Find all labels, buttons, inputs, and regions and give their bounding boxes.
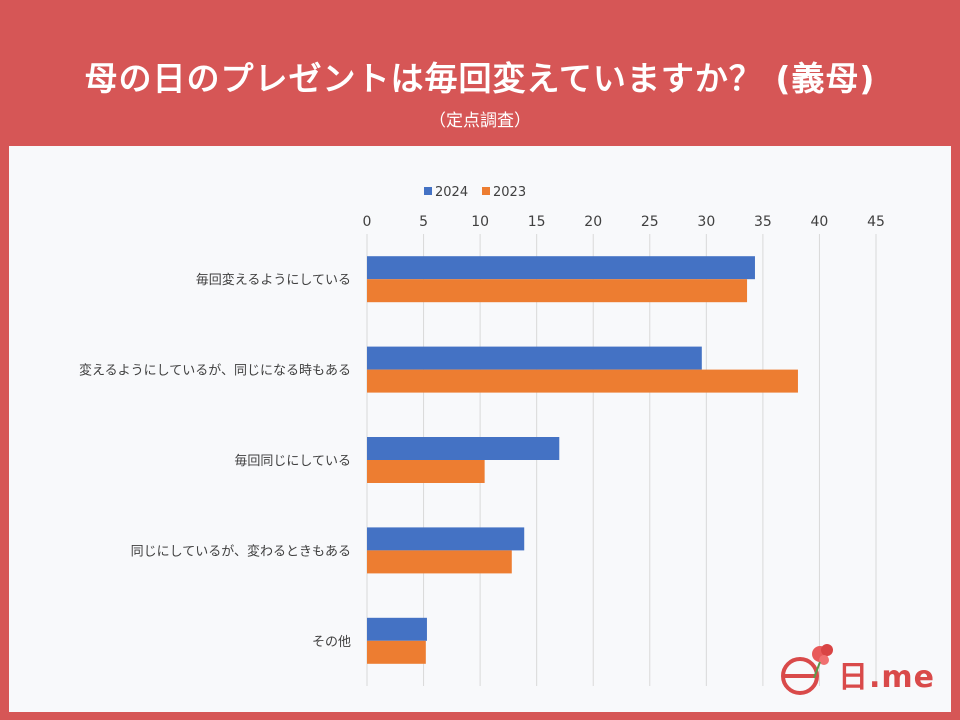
x-tick-label: 20 [584,214,602,230]
chart-title: 母の日のプレゼントは毎回変えていますか？ (義母) [84,59,876,98]
gridlines [366,234,877,686]
category-label: その他 [312,635,351,650]
bar-2024-5 [367,617,427,641]
chart-panel: 2024 2023 0 5 10 15 20 25 30 35 40 45 毎回変えるようにしてい… [9,146,951,712]
legend: 2024 2023 [424,185,526,200]
x-tick-label: 5 [419,214,428,230]
x-axis-ticks: 0 5 10 15 20 25 30 35 40 45 [363,214,885,230]
x-tick-label: 10 [471,214,489,230]
bar-chart: 2024 2023 0 5 10 15 20 25 30 35 40 45 毎回変えるようにしてい… [79,185,885,686]
bar-2024-1 [367,256,755,280]
bar-2023-4 [367,550,512,574]
bars [367,256,798,664]
carnation-logo-icon [781,644,833,695]
legend-label-2023: 2023 [493,185,526,200]
x-tick-label: 0 [363,214,372,230]
bar-2024-4 [367,527,525,551]
x-tick-label: 30 [697,214,715,230]
bar-2024-3 [367,437,560,460]
bar-2023-1 [367,279,748,303]
category-label: 同じにしているが、変わるときもある [131,543,351,559]
legend-label-2024: 2024 [435,185,468,200]
category-label: 変えるようにしているが、同じになる時もある [79,363,351,379]
category-label: 毎回変えるようにしている [196,272,351,288]
bar-2023-3 [367,460,485,483]
site-logo: 日.me [778,638,938,698]
chart-subtitle: （定点調査） [429,111,531,131]
logo-text: 日.me [838,660,936,695]
x-tick-label: 40 [811,214,829,230]
bar-2023-5 [367,640,426,664]
x-tick-label: 15 [528,214,546,230]
x-tick-label: 45 [867,214,885,230]
y-axis-categories: 毎回変えるようにしている変えるようにしているが、同じになる時もある毎回同じにして… [79,272,351,650]
x-tick-label: 25 [641,214,659,230]
legend-swatch-2023 [482,187,490,195]
category-label: 毎回同じにしている [234,453,351,469]
bar-2024-2 [367,346,702,370]
x-tick-label: 35 [754,214,772,230]
bar-2023-2 [367,369,798,393]
legend-swatch-2024 [424,187,432,195]
